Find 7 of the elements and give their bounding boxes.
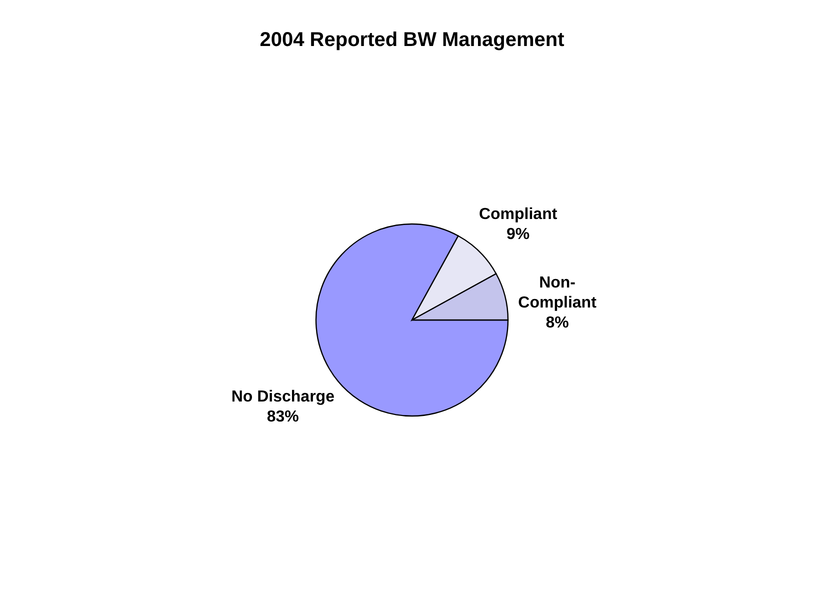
chart-title: 2004 Reported BW Management — [260, 29, 565, 51]
slice-label: No Discharge — [231, 388, 335, 406]
data-label: 8% — [546, 314, 569, 332]
data-label: 83% — [266, 408, 299, 426]
slice-label: Non-Compliant — [518, 274, 598, 312]
slice-label: Compliant — [478, 206, 558, 223]
data-label: 9% — [506, 226, 530, 243]
